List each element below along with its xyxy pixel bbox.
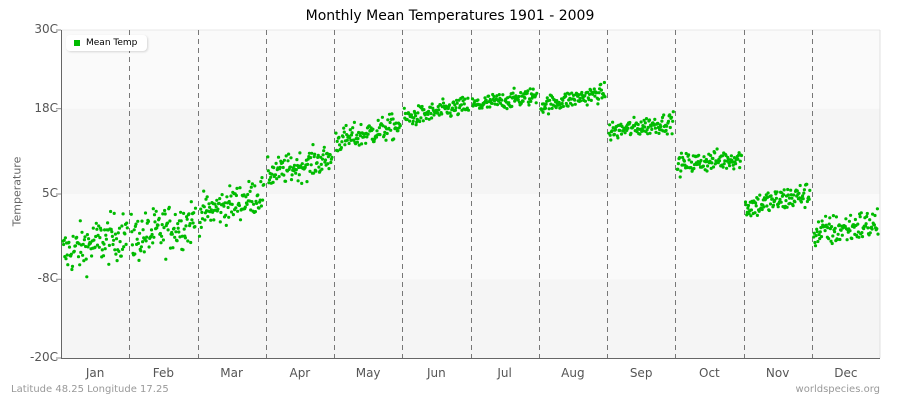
y-tick-label: -20C: [30, 350, 58, 364]
x-tick-label: Feb: [152, 366, 174, 380]
x-tick-label: May: [355, 366, 381, 380]
legend-swatch: [74, 40, 80, 46]
x-tick-label: Nov: [765, 366, 790, 380]
chart-title: Monthly Mean Temperatures 1901 - 2009: [305, 8, 595, 24]
source-credit: worldspecies.org: [795, 384, 880, 395]
legend-label: Mean Temp: [86, 38, 138, 48]
x-tick-label: Apr: [289, 366, 311, 380]
legend: Mean Temp: [66, 35, 148, 51]
x-tick-label: Oct: [699, 366, 720, 380]
location-caption: Latitude 48.25 Longitude 17.25: [11, 384, 169, 395]
x-tick-label: Mar: [220, 366, 243, 380]
x-tick-label: Dec: [834, 366, 858, 380]
x-tick-label: Aug: [561, 366, 585, 380]
x-tick-label: Sep: [629, 366, 653, 380]
y-tick-label: 5C: [41, 186, 58, 200]
y-tick-label: 30C: [34, 22, 58, 36]
x-tick-label: Jul: [497, 366, 512, 380]
y-tick-label: -8C: [37, 271, 58, 286]
x-tick-label: Jun: [427, 366, 446, 380]
y-tick-label: 18C: [34, 100, 58, 115]
x-tick-label: Jan: [85, 366, 105, 380]
